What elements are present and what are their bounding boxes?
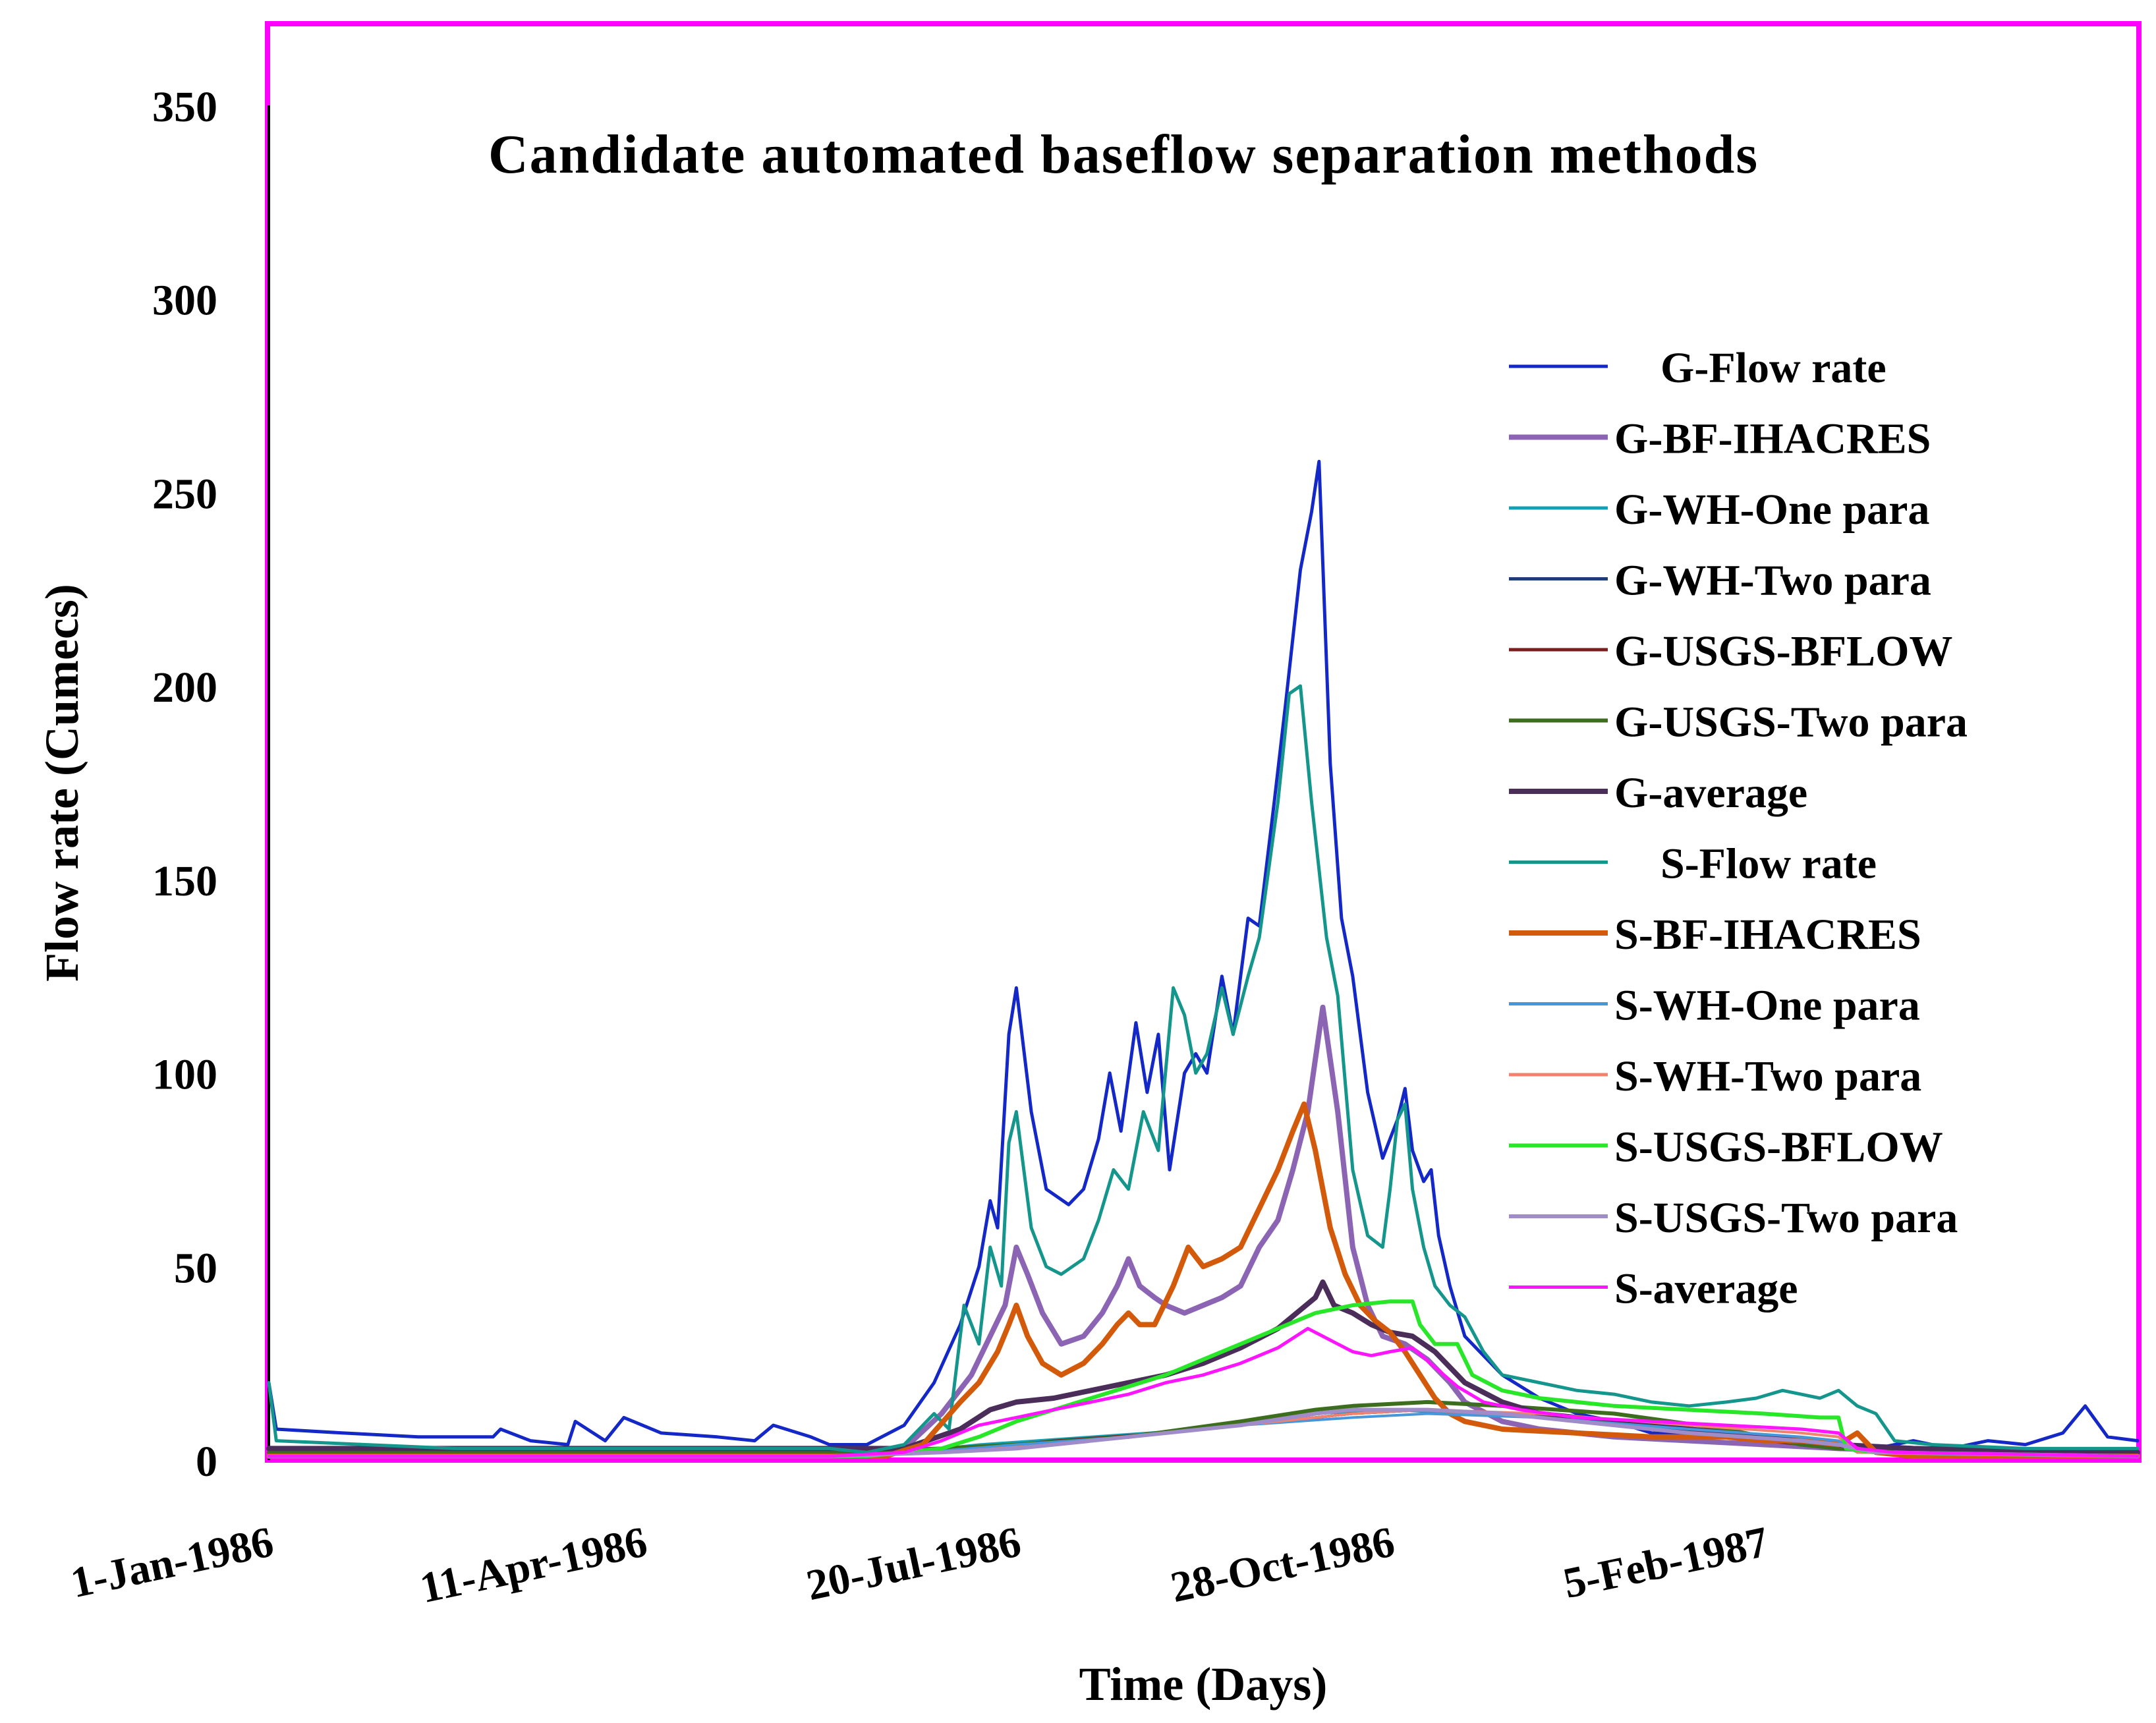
legend: G-Flow rate G-BF-IHACRES G-WH-One para G-WH… [1509, 344, 1968, 1313]
y-tick-label: 350 [152, 83, 217, 131]
chart-frame [265, 21, 2142, 1463]
series-line-s-average [267, 1326, 2140, 1458]
y-axis-label: Flow rate (Cumecs) [36, 584, 88, 982]
legend-label: S-average [1614, 1265, 1798, 1313]
series-line-s-usgs-two-para [267, 1407, 2140, 1459]
x-tick-label: 1-Jan-1986 [67, 1517, 277, 1607]
x-tick-label: 11-Apr-1986 [416, 1517, 651, 1612]
legend-label: G-WH-One para [1614, 486, 1929, 534]
legend-label: G-Flow rate [1660, 344, 1886, 392]
y-tick-label: 300 [152, 277, 217, 325]
legend-label: G-USGS-Two para [1614, 698, 1968, 747]
x-tick-label: 28-Oct-1986 [1166, 1517, 1398, 1612]
x-axis-label: Time (Days) [1079, 1658, 1328, 1710]
legend-label: S-WH-One para [1614, 982, 1920, 1030]
series-lines [266, 459, 2140, 1459]
y-tick-label: 250 [152, 470, 217, 518]
y-axis-ticks: 0 50 100 150 200 250 300 350 [152, 83, 217, 1486]
series-line-s-bf-ihacres [266, 1101, 2140, 1459]
legend-label: G-BF-IHACRES [1614, 415, 1931, 463]
series-line-g-average [266, 1279, 2140, 1455]
legend-label: S-Flow rate [1660, 840, 1877, 888]
legend-label: S-BF-IHACRES [1614, 911, 1921, 959]
legend-label: G-USGS-BFLOW [1614, 627, 1952, 675]
y-tick-label: 200 [152, 664, 217, 712]
x-tick-label: 5-Feb-1987 [1559, 1517, 1773, 1608]
series-line-s-usgs-bflow [267, 1299, 2140, 1459]
x-axis-ticks: 1-Jan-1986 11-Apr-1986 20-Jul-1986 28-Oct-1… [67, 1517, 1773, 1612]
chart-title: Candidate automated baseflow separation … [488, 124, 1759, 185]
y-tick-label: 0 [196, 1438, 217, 1486]
legend-label: G-average [1614, 769, 1807, 817]
x-tick-label: 20-Jul-1986 [803, 1517, 1025, 1610]
y-tick-label: 100 [152, 1051, 217, 1099]
legend-label: S-USGS-Two para [1614, 1194, 1958, 1242]
legend-label: S-USGS-BFLOW [1614, 1123, 1943, 1172]
legend-label: S-WH-Two para [1614, 1052, 1921, 1100]
legend-label: G-WH-Two para [1614, 557, 1931, 605]
y-tick-label: 150 [152, 857, 217, 905]
series-line-s-flow-rate [267, 684, 2140, 1454]
y-tick-label: 50 [174, 1244, 217, 1292]
